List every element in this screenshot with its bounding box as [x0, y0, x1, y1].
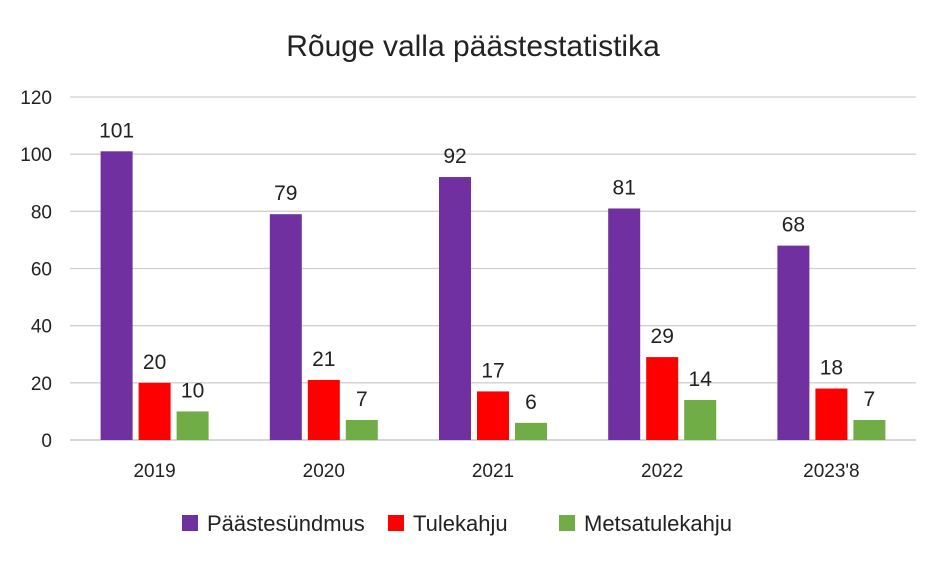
x-category-label: 2019 [133, 461, 175, 482]
bar-metsatulekahju-2020 [345, 419, 378, 440]
data-label: 7 [356, 388, 368, 411]
y-tick-label: 80 [31, 202, 52, 223]
data-label: 29 [651, 325, 674, 348]
bar-metsatulekahju-2023'8 [853, 419, 886, 440]
bar-päästesündmus-2019 [100, 151, 133, 440]
x-category-label: 2023'8 [803, 461, 859, 482]
legend-swatch [559, 515, 575, 531]
x-axis-categories: 2019 2020 2021 2022 2023'8 [133, 461, 859, 482]
chart-title: Rõuge valla päästestatistika [286, 30, 660, 63]
data-label: 101 [99, 119, 134, 142]
bar-metsatulekahju-2019 [176, 411, 209, 440]
legend-swatch [182, 515, 198, 531]
y-tick-label: 120 [20, 88, 52, 109]
data-label: 79 [274, 182, 297, 205]
data-label: 6 [525, 391, 537, 414]
data-label: 14 [689, 368, 713, 391]
bar-päästesündmus-2020 [269, 214, 302, 440]
data-labels: 101 79 92 81 68 20 21 17 29 18 10 7 6 14 7 [99, 119, 875, 414]
gridlines [70, 96, 916, 441]
data-label: 21 [312, 348, 335, 371]
bar-tulekahju-2019 [138, 382, 171, 440]
bar-päästesündmus-2021 [439, 177, 471, 441]
y-tick-label: 100 [20, 145, 52, 166]
bar-tulekahju-2023'8 [815, 388, 848, 440]
data-label: 10 [181, 379, 204, 402]
bar-tulekahju-2021 [477, 391, 509, 440]
y-axis-ticks: 0 20 40 60 80 100 120 [20, 88, 52, 452]
bar-tulekahju-2020 [307, 379, 340, 440]
data-label: 20 [143, 351, 166, 374]
bar-päästesündmus-2022 [608, 208, 641, 440]
x-category-label: 2022 [641, 461, 683, 482]
bar-metsatulekahju-2022 [684, 399, 717, 440]
y-tick-label: 40 [31, 317, 52, 338]
y-tick-label: 20 [31, 374, 52, 395]
data-label: 81 [613, 176, 636, 199]
bars [100, 151, 886, 441]
bar-päästesündmus-2023'8 [777, 245, 810, 440]
legend-label: Tulekahju [413, 511, 508, 536]
y-tick-label: 0 [41, 431, 52, 452]
legend: Päästesündmus Tulekahju Metsatulekahju [182, 511, 732, 536]
data-label: 18 [820, 357, 843, 380]
y-tick-label: 60 [31, 260, 52, 281]
bar-metsatulekahju-2021 [515, 422, 547, 440]
x-category-label: 2020 [303, 461, 345, 482]
data-label: 17 [481, 359, 504, 382]
legend-swatch [388, 515, 404, 531]
data-label: 92 [443, 145, 466, 168]
legend-label: Metsatulekahju [584, 511, 732, 536]
legend-label: Päästesündmus [207, 511, 365, 536]
data-label: 68 [782, 214, 805, 237]
x-category-label: 2021 [472, 461, 514, 482]
bar-tulekahju-2022 [646, 357, 679, 440]
data-label: 7 [864, 388, 876, 411]
